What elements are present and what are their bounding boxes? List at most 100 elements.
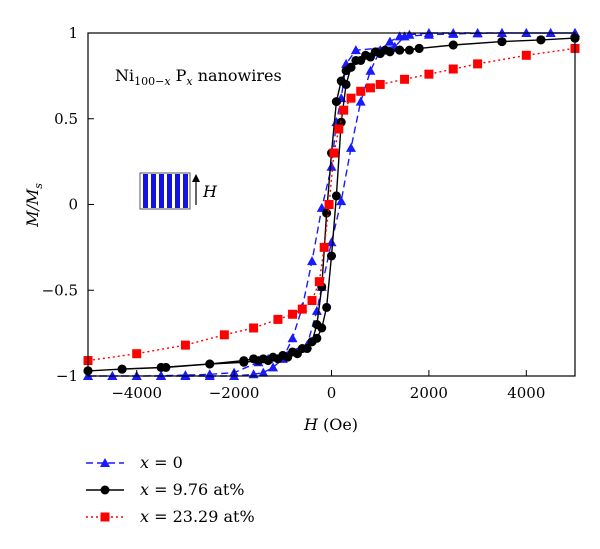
data-point <box>375 79 385 89</box>
legend-marker <box>100 458 110 467</box>
data-point <box>346 93 356 103</box>
data-point <box>394 31 405 41</box>
legend-label: x = 9.76 at% <box>140 480 245 499</box>
nanowire-array-inset: H <box>139 172 218 210</box>
series-layer <box>83 28 580 380</box>
data-point <box>273 314 283 324</box>
data-point <box>326 237 337 247</box>
nanowire <box>183 174 188 208</box>
data-point <box>424 69 434 79</box>
data-point <box>287 333 298 343</box>
data-point <box>365 83 375 93</box>
data-point <box>404 29 415 39</box>
data-point <box>156 370 167 380</box>
y-axis-title: M/Ms <box>23 183 45 228</box>
data-point <box>249 354 259 364</box>
data-point <box>239 356 249 366</box>
data-point <box>536 35 546 45</box>
data-point <box>473 59 483 69</box>
data-point <box>497 37 507 47</box>
data-point <box>521 50 531 60</box>
inset-frame <box>139 172 191 210</box>
data-point <box>258 367 269 377</box>
data-point <box>180 340 190 350</box>
data-point <box>384 36 395 46</box>
data-point <box>351 55 361 65</box>
data-point <box>329 148 339 158</box>
data-point <box>414 43 424 53</box>
legend-label: x = 0 <box>140 453 183 472</box>
data-point <box>331 97 341 107</box>
series-1 <box>83 33 580 376</box>
data-point <box>346 62 356 72</box>
data-point <box>326 161 337 171</box>
data-point <box>361 50 371 60</box>
data-point <box>117 364 127 374</box>
x-tick-label: 0 <box>327 384 337 402</box>
y-tick-label: 0.5 <box>54 110 78 128</box>
data-point <box>278 350 288 360</box>
nanowire <box>143 174 148 208</box>
y-tick-label: 0 <box>68 196 78 214</box>
data-point <box>311 305 322 315</box>
data-point <box>324 200 334 209</box>
data-point <box>307 256 318 266</box>
nanowire <box>175 174 180 208</box>
nanowire <box>167 174 172 208</box>
data-point <box>404 45 414 55</box>
field-label: H <box>202 182 218 201</box>
data-point <box>322 302 332 312</box>
data-point <box>339 105 349 115</box>
series-2 <box>83 43 580 366</box>
data-point <box>341 79 351 89</box>
data-point <box>350 45 361 55</box>
y-tick-label: −1 <box>56 367 78 385</box>
legend-label: x = 23.29 at% <box>140 507 255 526</box>
x-tick-label: 2000 <box>410 384 448 402</box>
data-point <box>307 296 317 306</box>
data-point <box>400 74 410 84</box>
data-point <box>331 191 341 201</box>
data-point <box>322 208 332 218</box>
data-point <box>327 251 336 261</box>
data-point <box>297 304 307 314</box>
data-point <box>268 362 279 372</box>
data-point <box>288 309 298 319</box>
data-point <box>448 40 458 50</box>
x-tick-label: 4000 <box>507 384 545 402</box>
data-point <box>288 347 298 357</box>
x-tick-label: −2000 <box>209 384 260 402</box>
data-point <box>356 86 366 96</box>
nanowire <box>151 174 156 208</box>
ticks-layer: −4000 −2000 0 2000 4000 1 0.5 0 −0.5 −1 <box>42 24 546 402</box>
data-point <box>205 359 215 369</box>
y-tick-label: 1 <box>68 24 78 42</box>
legend-marker <box>100 485 110 495</box>
data-point <box>448 64 458 74</box>
legend-marker <box>100 512 110 522</box>
data-point <box>395 45 405 55</box>
data-point <box>336 196 347 206</box>
data-point <box>180 370 191 380</box>
data-point <box>314 277 324 287</box>
data-point <box>370 47 380 57</box>
data-point <box>334 124 344 134</box>
x-tick-label: −4000 <box>111 384 162 402</box>
data-point <box>249 323 259 333</box>
material-annotation: Ni100−x Px nanowires <box>115 66 282 88</box>
data-point <box>365 65 376 75</box>
data-point <box>345 142 356 152</box>
data-point <box>380 45 390 55</box>
data-point <box>268 352 278 362</box>
data-point <box>297 344 307 354</box>
data-point <box>258 354 268 364</box>
field-arrowhead-icon <box>192 174 200 182</box>
x-axis-title: H (Oe) <box>303 415 358 434</box>
legend: x = 0 x = 9.76 at% x = 23.29 at% <box>86 453 255 526</box>
data-point <box>307 337 317 347</box>
nanowire <box>159 174 164 208</box>
data-point <box>317 323 327 333</box>
data-point <box>156 362 166 372</box>
data-point <box>219 330 229 340</box>
